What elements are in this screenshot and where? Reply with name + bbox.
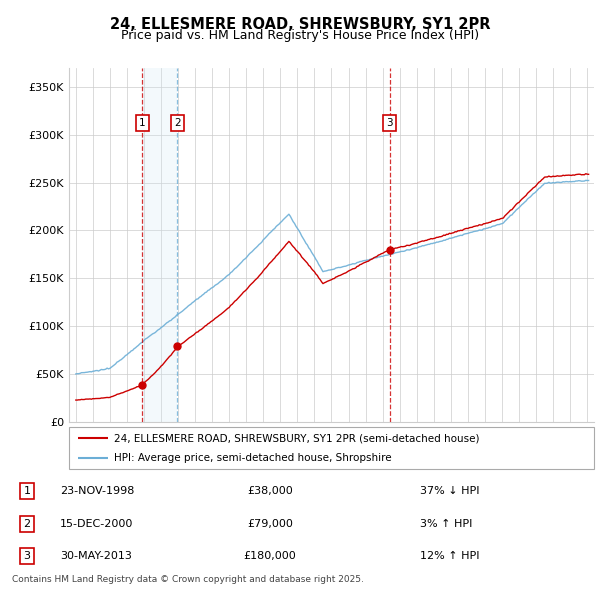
FancyBboxPatch shape [69, 427, 594, 469]
Text: £38,000: £38,000 [247, 486, 293, 496]
Text: £79,000: £79,000 [247, 519, 293, 529]
Text: 15-DEC-2000: 15-DEC-2000 [60, 519, 133, 529]
Text: HPI: Average price, semi-detached house, Shropshire: HPI: Average price, semi-detached house,… [113, 453, 391, 463]
Text: 24, ELLESMERE ROAD, SHREWSBURY, SY1 2PR: 24, ELLESMERE ROAD, SHREWSBURY, SY1 2PR [110, 17, 490, 31]
Text: 1: 1 [139, 118, 146, 127]
Text: Contains HM Land Registry data © Crown copyright and database right 2025.: Contains HM Land Registry data © Crown c… [12, 575, 364, 584]
Text: Price paid vs. HM Land Registry's House Price Index (HPI): Price paid vs. HM Land Registry's House … [121, 30, 479, 42]
Text: £180,000: £180,000 [244, 551, 296, 561]
Text: 3% ↑ HPI: 3% ↑ HPI [420, 519, 472, 529]
Text: 24, ELLESMERE ROAD, SHREWSBURY, SY1 2PR (semi-detached house): 24, ELLESMERE ROAD, SHREWSBURY, SY1 2PR … [113, 433, 479, 443]
Text: 2: 2 [23, 519, 31, 529]
Text: 30-MAY-2013: 30-MAY-2013 [60, 551, 132, 561]
Text: 12% ↑ HPI: 12% ↑ HPI [420, 551, 479, 561]
Text: 2: 2 [174, 118, 181, 127]
Text: 3: 3 [23, 551, 31, 561]
Text: 1: 1 [23, 486, 31, 496]
Text: 37% ↓ HPI: 37% ↓ HPI [420, 486, 479, 496]
Text: 23-NOV-1998: 23-NOV-1998 [60, 486, 134, 496]
Bar [142, 68, 178, 422]
Text: 3: 3 [386, 118, 393, 127]
